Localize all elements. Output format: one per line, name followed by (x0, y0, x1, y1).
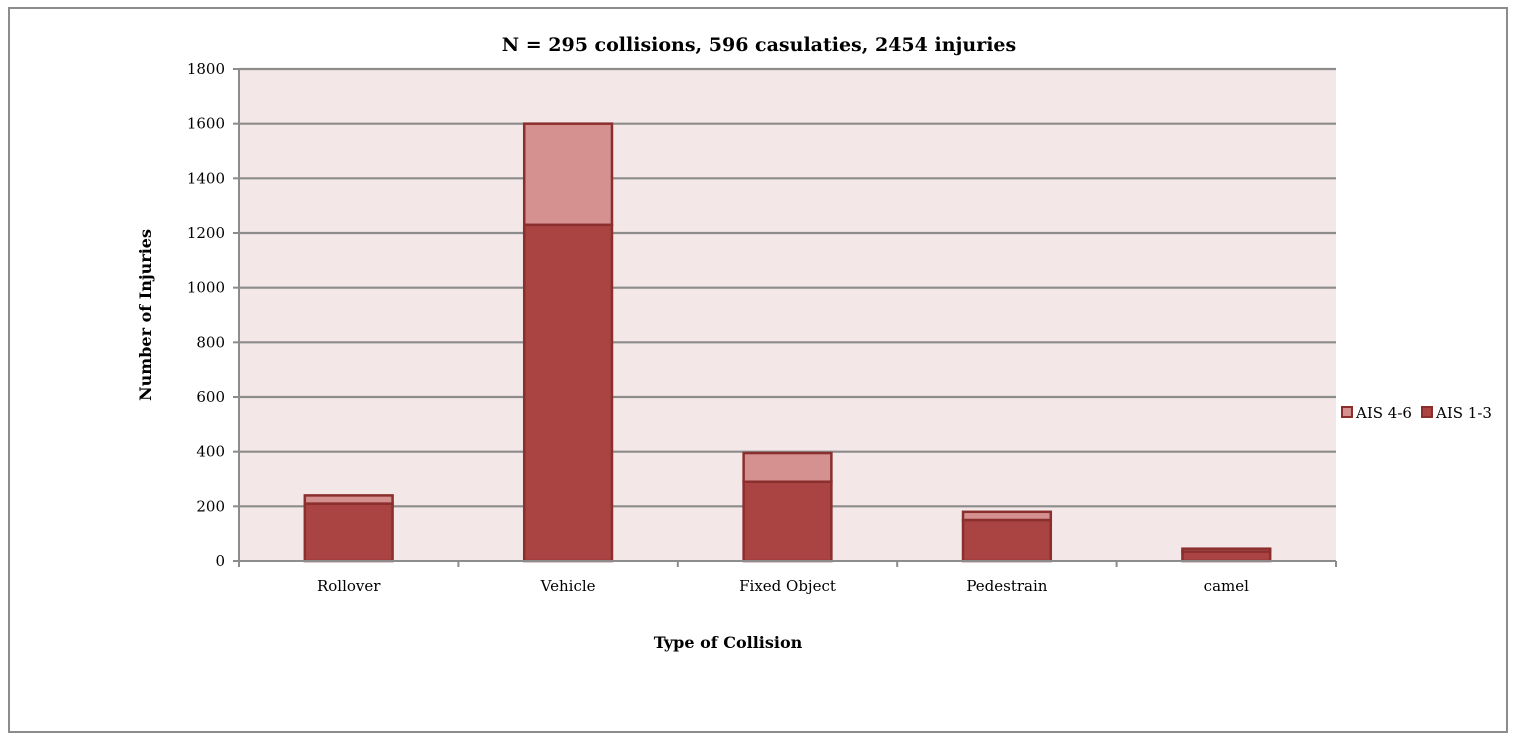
x-tick-label: Vehicle (540, 577, 596, 595)
legend-swatch (1421, 406, 1433, 418)
bar-ais-4-6-vehicle (522, 122, 614, 227)
bar-ais-1-3-fixed-object (742, 480, 833, 563)
y-tick-label: 1400 (187, 169, 225, 187)
y-tick-labels: 0 200 400 600 800 1000 1200 1400 1600 1800 (187, 60, 239, 570)
axes (238, 69, 1337, 567)
x-tick-label: Rollover (317, 577, 381, 595)
bar-ais-4-6-pedestrain (961, 510, 1053, 522)
x-tick-label: camel (1204, 577, 1249, 595)
y-tick-label: 1000 (187, 279, 225, 297)
bar-ais-1-3-rollover (303, 502, 394, 563)
legend-swatch (1341, 406, 1353, 418)
legend-entry: AIS 4-6 (1355, 404, 1412, 422)
legend-entry: AIS 1-3 (1435, 404, 1492, 422)
y-axis-label: Number of Injuries (136, 229, 155, 401)
chart-title: N = 295 collisions, 596 casulaties, 2454… (502, 34, 1016, 56)
bar-ais-1-3-pedestrain (961, 518, 1053, 563)
y-tick-label: 200 (196, 497, 225, 515)
bar-ais-4-6-fixed-object (742, 451, 833, 483)
y-tick-label: 1800 (187, 60, 225, 78)
x-tick-label: Fixed Object (739, 577, 836, 595)
y-tick-label: 1200 (187, 224, 225, 242)
x-tick-labels: Rollover Vehicle Fixed Object Pedestrain cam… (317, 577, 1249, 595)
bar-ais-1-3-vehicle (522, 223, 614, 563)
y-tick-label: 0 (215, 552, 225, 570)
legend: AIS 4-6 AIS 1-3 (1341, 404, 1492, 422)
x-tick-label: Pedestrain (966, 577, 1047, 595)
y-tick-label: 400 (196, 443, 225, 461)
bars (303, 122, 1272, 563)
y-tick-label: 600 (196, 388, 225, 406)
y-tick-label: 800 (196, 333, 225, 351)
bar-ais-1-3-camel (1181, 550, 1272, 563)
bar-ais-4-6-camel (1181, 547, 1272, 553)
gridlines (239, 67, 1336, 508)
y-tick-label: 1600 (187, 115, 225, 133)
x-axis-label: Type of Collision (654, 633, 803, 652)
bar-ais-4-6-rollover (303, 494, 394, 505)
